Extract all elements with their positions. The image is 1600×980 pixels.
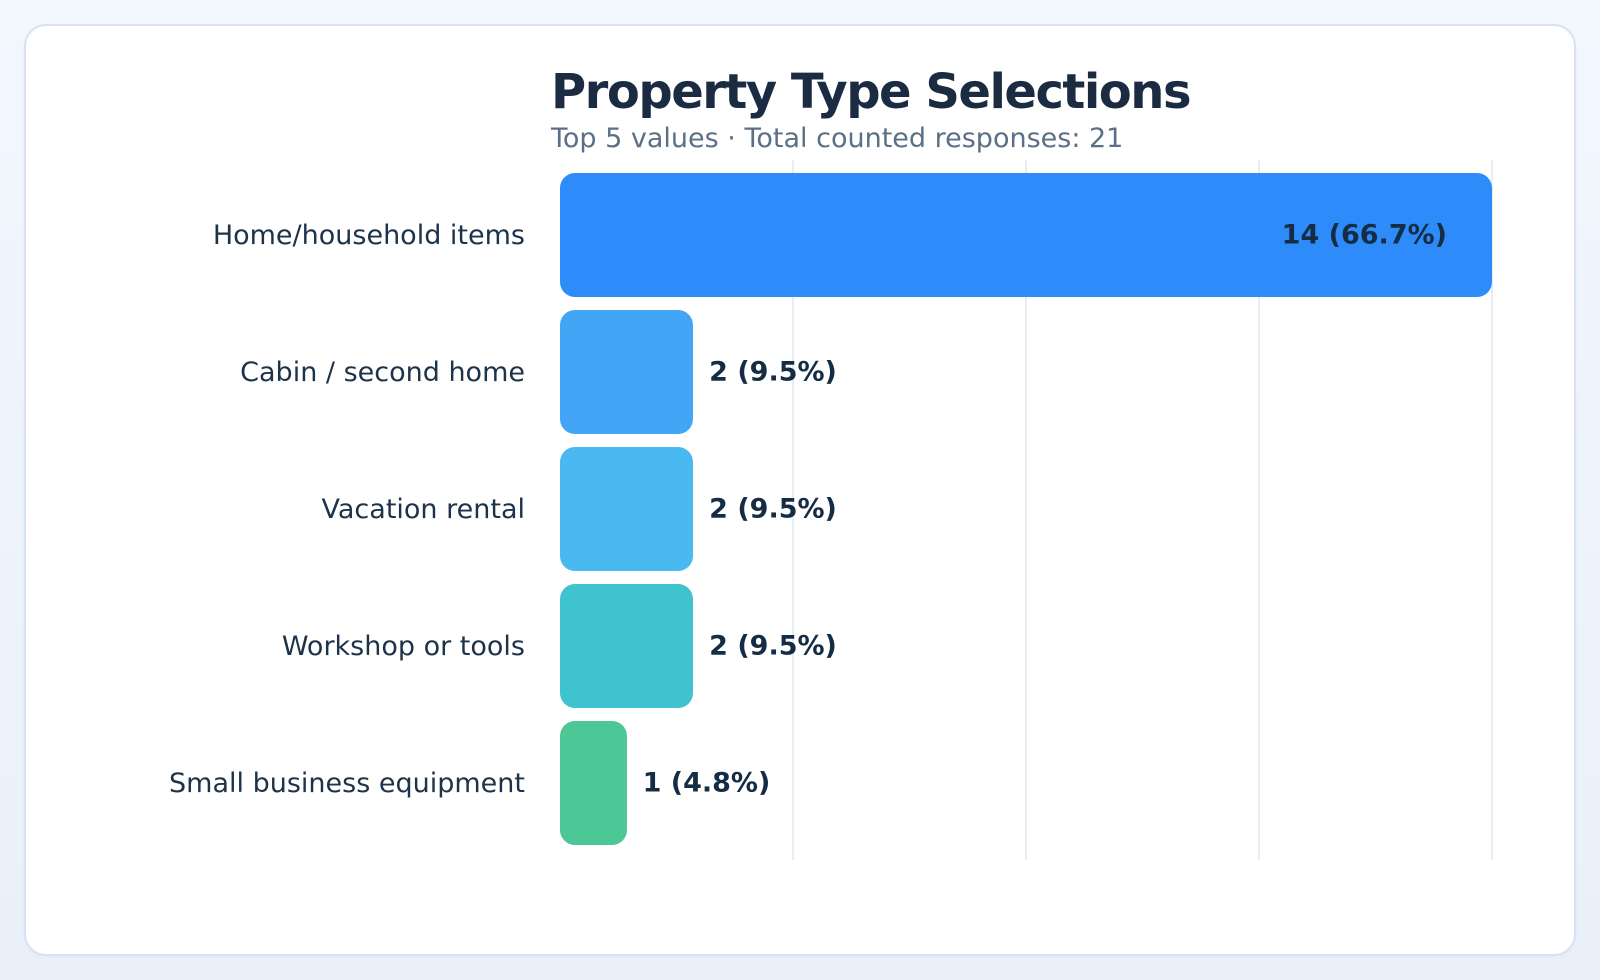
gridline bbox=[1258, 160, 1260, 860]
gridline bbox=[1491, 160, 1493, 860]
gridline bbox=[1025, 160, 1027, 860]
bar-vacation-rental bbox=[560, 447, 694, 571]
value-label: 2 (9.5%) bbox=[709, 493, 837, 525]
value-label: 2 (9.5%) bbox=[709, 630, 837, 662]
chart-card: Property Type Selections Top 5 values · … bbox=[24, 24, 1576, 956]
category-label: Small business equipment bbox=[169, 767, 525, 799]
value-label: 14 (66.7%) bbox=[1281, 219, 1447, 251]
category-label: Vacation rental bbox=[321, 493, 525, 525]
value-label: 1 (4.8%) bbox=[642, 767, 771, 799]
chart-title: Property Type Selections bbox=[551, 64, 1192, 120]
category-label: Workshop or tools bbox=[281, 630, 525, 662]
category-label: Cabin / second home bbox=[240, 356, 525, 388]
plot-area: 14 (66.7%) 2 (9.5%) 2 (9.5%) 2 (9.5%) 1 … bbox=[560, 160, 1493, 860]
gridline bbox=[792, 160, 794, 860]
chart-subtitle: Top 5 values · Total counted responses: … bbox=[551, 122, 1124, 154]
bar-row: 1 (4.8%) bbox=[560, 721, 1492, 845]
bar-row: 2 (9.5%) bbox=[560, 310, 1492, 434]
category-axis: Home/household items Cabin / second home… bbox=[62, 160, 525, 860]
category-label: Home/household items bbox=[212, 219, 525, 251]
bar-home-household-items bbox=[560, 173, 1492, 297]
bar-workshop-or-tools bbox=[560, 584, 694, 708]
value-label: 2 (9.5%) bbox=[709, 356, 837, 388]
bar-cabin-second-home bbox=[560, 310, 694, 434]
bar-small-business-equipment bbox=[560, 721, 627, 845]
chart-header: Property Type Selections Top 5 values · … bbox=[551, 66, 1511, 155]
bar-row: 2 (9.5%) bbox=[560, 447, 1492, 571]
bar-row: 14 (66.7%) bbox=[560, 173, 1492, 297]
bar-row: 2 (9.5%) bbox=[560, 584, 1492, 708]
